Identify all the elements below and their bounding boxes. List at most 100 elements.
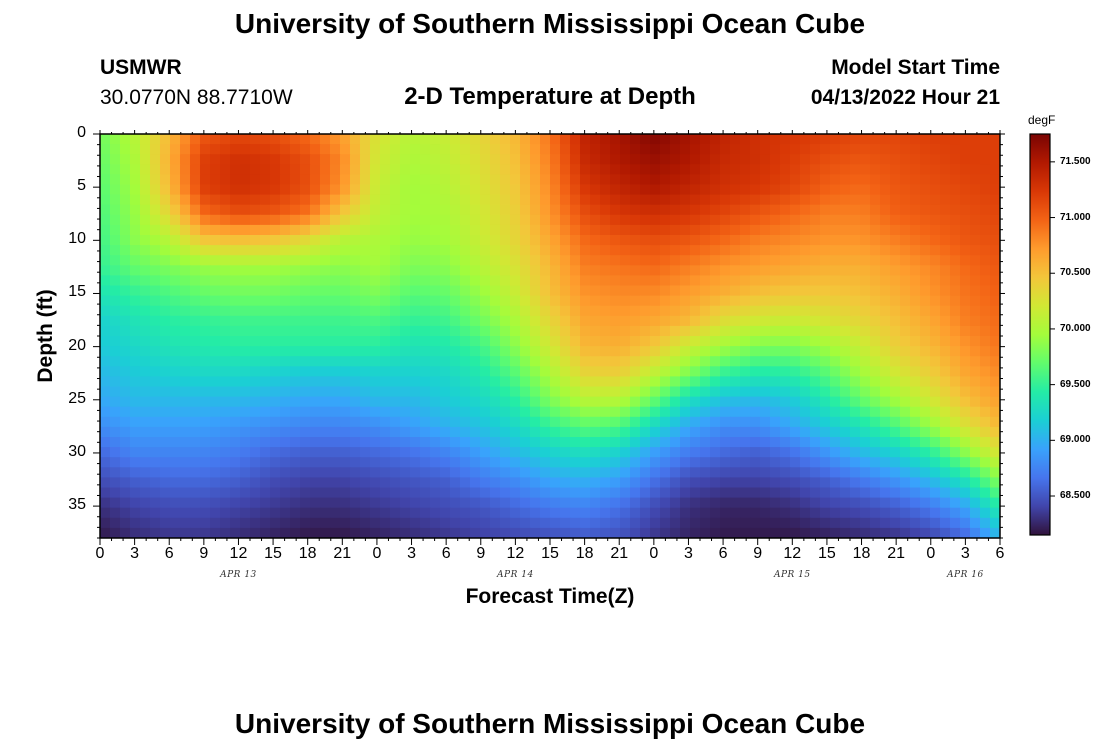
heatmap-cell <box>460 396 471 408</box>
heatmap-cell <box>980 416 991 428</box>
heatmap-cell <box>330 346 341 357</box>
heatmap-cell <box>600 426 611 438</box>
heatmap-cell <box>840 366 851 377</box>
heatmap-cell <box>170 235 181 246</box>
heatmap-cell <box>660 336 671 347</box>
heatmap-cell <box>530 325 541 337</box>
heatmap-cell <box>700 275 711 287</box>
heatmap-cell <box>270 467 281 478</box>
heatmap-cell <box>650 285 661 297</box>
heatmap-cell <box>360 235 371 246</box>
heatmap-cell <box>400 134 411 145</box>
heatmap-cell <box>260 416 271 428</box>
heatmap-cell <box>520 457 531 468</box>
heatmap-cell <box>300 204 311 216</box>
heatmap-cell <box>120 224 131 236</box>
heatmap-cell <box>340 406 351 418</box>
heatmap-cell <box>410 235 421 246</box>
heatmap-cell <box>990 437 1000 448</box>
heatmap-cell <box>530 396 541 408</box>
heatmap-cell <box>740 336 751 347</box>
heatmap-cell <box>520 235 531 246</box>
heatmap-cell <box>690 437 701 448</box>
heatmap-cell <box>690 184 701 196</box>
heatmap-cell <box>560 285 571 297</box>
heatmap-cell <box>910 366 921 377</box>
heatmap-cell <box>970 336 981 347</box>
heatmap-cell <box>470 315 481 327</box>
heatmap-cell <box>780 245 791 256</box>
heatmap-cell <box>750 457 761 468</box>
heatmap-cell <box>770 366 781 377</box>
heatmap-cell <box>400 386 411 398</box>
heatmap-cell <box>800 174 811 186</box>
heatmap-cell <box>930 457 941 468</box>
heatmap-cell <box>680 325 691 337</box>
heatmap-cell <box>470 376 481 388</box>
heatmap-cell <box>580 437 591 448</box>
heatmap-cell <box>780 164 791 175</box>
heatmap-cell <box>450 396 461 408</box>
heatmap-cell <box>580 214 591 226</box>
heatmap-cell <box>890 134 901 145</box>
heatmap-cell <box>970 376 981 388</box>
heatmap-cell <box>680 527 691 538</box>
heatmap-cell <box>370 487 381 499</box>
heatmap-cell <box>700 305 711 317</box>
heatmap-cell <box>360 245 371 256</box>
heatmap-cell <box>290 517 301 529</box>
heatmap-cell <box>660 295 671 307</box>
heatmap-cell <box>740 255 751 266</box>
heatmap-cell <box>830 245 841 256</box>
heatmap-cell <box>500 255 511 266</box>
heatmap-cell <box>580 305 591 317</box>
heatmap-cell <box>390 204 401 216</box>
heatmap-cell <box>130 315 141 327</box>
heatmap-cell <box>920 437 931 448</box>
heatmap-cell <box>620 406 631 418</box>
heatmap-cell <box>490 487 501 499</box>
heatmap-cell <box>200 315 211 327</box>
heatmap-cell <box>450 447 461 458</box>
heatmap-cell <box>560 194 571 206</box>
heatmap-cell <box>630 214 641 226</box>
heatmap-cell <box>560 164 571 175</box>
heatmap-cell <box>560 295 571 307</box>
heatmap-cell <box>390 527 401 538</box>
heatmap-cell <box>630 527 641 538</box>
heatmap-cell <box>950 487 961 499</box>
heatmap-cell <box>440 235 451 246</box>
heatmap-cell <box>250 497 261 509</box>
heatmap-cell <box>170 285 181 297</box>
heatmap-cell <box>710 214 721 226</box>
heatmap-cell <box>530 356 541 367</box>
heatmap-cell <box>550 255 561 266</box>
heatmap-cell <box>770 164 781 175</box>
heatmap-cell <box>170 295 181 307</box>
heatmap-cell <box>360 315 371 327</box>
heatmap-cell <box>740 437 751 448</box>
y-tick-label: 25 <box>68 389 86 407</box>
heatmap-cell <box>610 336 621 347</box>
heatmap-cell <box>170 346 181 357</box>
heatmap-cell <box>410 356 421 367</box>
heatmap-cell <box>120 356 131 367</box>
heatmap-cell <box>900 235 911 246</box>
heatmap-cell <box>630 245 641 256</box>
heatmap-cell <box>820 396 831 408</box>
heatmap-cell <box>930 224 941 236</box>
heatmap-cell <box>660 416 671 428</box>
heatmap-cell <box>300 315 311 327</box>
heatmap-cell <box>210 447 221 458</box>
heatmap-cell <box>900 447 911 458</box>
heatmap-cell <box>580 295 591 307</box>
heatmap-cell <box>890 285 901 297</box>
heatmap-cell <box>540 497 551 509</box>
heatmap-cell <box>490 275 501 287</box>
heatmap-cell <box>400 305 411 317</box>
heatmap-cell <box>590 265 601 276</box>
heatmap-cell <box>410 437 421 448</box>
heatmap-cell <box>880 517 891 529</box>
heatmap-cell <box>410 477 421 489</box>
heatmap-cell <box>480 245 491 256</box>
